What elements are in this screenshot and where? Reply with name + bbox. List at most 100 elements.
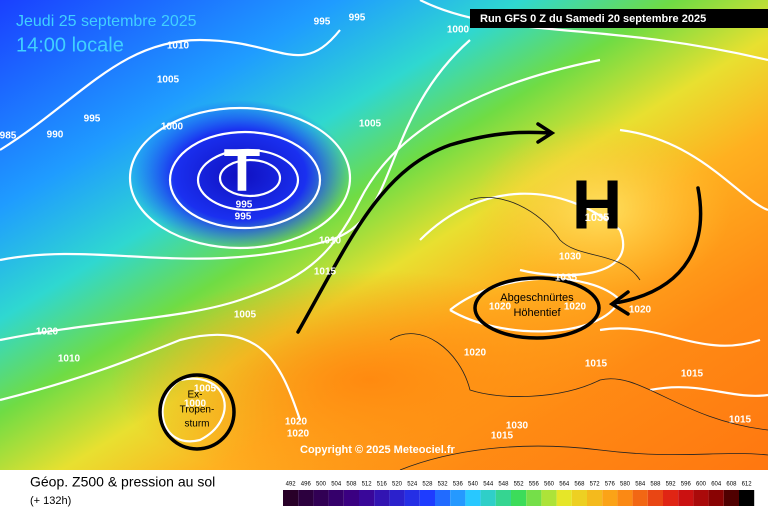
scale-tick-label: 580 (620, 482, 631, 488)
scale-tick-label: 508 (346, 482, 357, 488)
scale-tick-label: 588 (650, 482, 661, 488)
scale-swatch (541, 490, 557, 506)
scale-swatch (343, 490, 359, 506)
isobar-label: 995 (349, 13, 366, 24)
isobar-label: 1010 (58, 354, 81, 365)
scale-swatch (723, 490, 739, 506)
scale-swatch (283, 490, 299, 506)
scale-swatch (663, 490, 679, 506)
coastlines (389, 197, 768, 471)
time: 14:00 locale (16, 34, 124, 56)
isobar-label: 995 (235, 212, 252, 223)
scale-tick-label: 532 (438, 482, 449, 488)
isobar-label: 1005 (157, 75, 180, 86)
storm-label: Ex- (188, 390, 203, 401)
scale-swatch (526, 490, 542, 506)
scale-swatch (465, 490, 481, 506)
run-info: Run GFS 0 Z du Samedi 20 septembre 2025 (480, 13, 706, 25)
isobar-label: 1020 (464, 348, 487, 359)
arrows (158, 122, 703, 451)
scale-tick-label: 592 (666, 482, 677, 488)
isobars (0, 0, 768, 441)
low-symbol: T (224, 137, 261, 204)
isobar-label: 1010 (167, 41, 190, 52)
scale-swatch (359, 490, 375, 506)
scale-tick-label: 576 (605, 482, 616, 488)
scale-swatch (374, 490, 390, 506)
isobar-label: 1030 (506, 421, 529, 432)
isobar-label: 1015 (681, 369, 704, 380)
scale-tick-label: 524 (407, 482, 418, 488)
scale-tick-label: 600 (696, 482, 707, 488)
scale-tick-label: 548 (498, 482, 509, 488)
isobar-label: 1020 (629, 305, 652, 316)
scale-swatch (389, 490, 405, 506)
isobar-label: 1020 (36, 327, 59, 338)
isobar-label: 1035 (555, 273, 578, 284)
scale-swatch (480, 490, 496, 506)
isobar-label: 1020 (564, 302, 587, 313)
scale-tick-label: 564 (559, 482, 570, 488)
isobar-label: 1030 (559, 252, 582, 263)
isobar-label: 1015 (585, 359, 608, 370)
scale-tick-label: 596 (681, 482, 692, 488)
isobar-label: 1000 (161, 122, 184, 133)
storm-label: Tropen- (180, 405, 215, 416)
isobar-label: 1005 (234, 310, 257, 321)
scale-swatch (328, 490, 344, 506)
footer-lead: (+ 132h) (30, 495, 71, 507)
scale-tick-label: 568 (574, 482, 585, 488)
scale-swatch (693, 490, 709, 506)
scale-swatch (571, 490, 587, 506)
isobar-label: 990 (47, 130, 64, 141)
scale-tick-label: 512 (362, 482, 373, 488)
color-scale: 492 496 500 504 508 512 516 520 524 528 532 536 540 5… (283, 482, 755, 506)
scale-swatch (678, 490, 694, 506)
scale-tick-label: 540 (468, 482, 479, 488)
scale-swatch (602, 490, 618, 506)
scale-tick-label: 556 (529, 482, 540, 488)
scale-swatch (647, 490, 663, 506)
scale-swatch (450, 490, 466, 506)
isobar-label: 1020 (489, 302, 512, 313)
isobar-label: 1010 (319, 236, 342, 247)
scale-swatch (632, 490, 648, 506)
footer-title: Géop. Z500 & pression au sol (30, 474, 215, 490)
isobar-label: 1000 (184, 399, 207, 410)
storm-label: sturm (185, 419, 210, 430)
cutoff-low-label: Höhentief (513, 307, 561, 319)
scale-tick-label: 492 (286, 482, 297, 488)
scale-tick-label: 528 (422, 482, 433, 488)
scale-swatch (708, 490, 724, 506)
scale-tick-label: 520 (392, 482, 403, 488)
isobar-label: 1020 (285, 417, 308, 428)
isobar-label: 1005 (359, 119, 382, 130)
scale-swatch (495, 490, 511, 506)
scale-tick-label: 504 (331, 482, 342, 488)
isobar-label: 995 (314, 17, 331, 28)
scale-swatch (587, 490, 603, 506)
scale-swatch (739, 490, 755, 506)
scale-tick-label: 584 (635, 482, 646, 488)
isobar-label: 985 (0, 131, 17, 142)
scale-swatch (617, 490, 633, 506)
scale-tick-label: 536 (453, 482, 464, 488)
scale-swatch (511, 490, 527, 506)
scale-swatch (313, 490, 329, 506)
scale-tick-label: 544 (483, 482, 494, 488)
scale-tick-label: 560 (544, 482, 555, 488)
scale-tick-label: 608 (726, 482, 737, 488)
isobar-label: 1005 (194, 384, 217, 395)
scale-tick-label: 612 (742, 482, 753, 488)
isobar-label: 1015 (314, 267, 337, 278)
date: Jeudi 25 septembre 2025 (16, 13, 197, 30)
scale-tick-label: 552 (514, 482, 525, 488)
isobar-label: 1020 (287, 429, 310, 440)
scale-swatch (435, 490, 451, 506)
isobar-label: 995 (84, 114, 101, 125)
scale-tick-label: 500 (316, 482, 327, 488)
high-symbol: H (572, 165, 623, 243)
scale-swatch (404, 490, 420, 506)
scale-tick-label: 516 (377, 482, 388, 488)
